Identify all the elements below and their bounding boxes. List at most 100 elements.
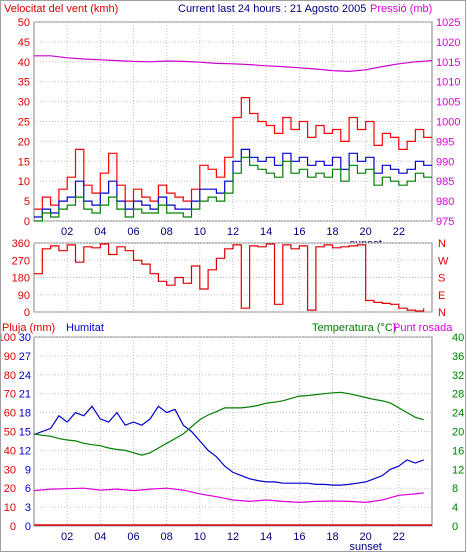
climate-x-tick-label: 10 [194, 531, 206, 543]
humidity-y-tick-label: 0 [25, 521, 31, 533]
climate-x-tick-label: 20 [360, 531, 372, 543]
humidity-y-tick-label: 30 [19, 332, 31, 344]
pressure-y-tick-label: 985 [436, 176, 454, 188]
climate-sunset-label: sunset [349, 541, 381, 552]
rain-y-tick-label: 20 [4, 483, 16, 495]
wind-x-tick-label: 20 [360, 226, 372, 238]
wind-x-tick-label: 10 [194, 226, 206, 238]
climate-series-line-0 [33, 405, 424, 486]
climate-x-tick-label: 18 [326, 531, 338, 543]
climate-x-tick-label: 06 [127, 531, 139, 543]
climate-x-tick-label: 08 [161, 531, 173, 543]
wind-x-tick-label: 08 [161, 226, 173, 238]
rain-y-tick-label: 100 [0, 332, 16, 344]
temperature-y-tick-label: 32 [452, 370, 464, 382]
wind-x-tick-label: 14 [260, 226, 272, 238]
rain-y-tick-label: 40 [4, 445, 16, 457]
wind-speed-axis-title: Velocitat del vent (kmh) [4, 3, 118, 15]
climate-x-tick-label: 16 [293, 531, 305, 543]
direction-compass-label: N [438, 238, 446, 250]
rain-y-tick-label: 10 [4, 502, 16, 514]
wind-y-tick-label: 10 [18, 176, 30, 188]
wind-y-tick-label: 15 [18, 156, 30, 168]
climate-x-tick-label: 22 [393, 531, 405, 543]
wind-x-tick-label: 18 [326, 226, 338, 238]
pressure-axis-title: Pressió (mb) [370, 3, 432, 15]
humidity-y-tick-label: 18 [19, 408, 31, 420]
pressure-y-tick-label: 1005 [436, 97, 460, 109]
pressure-y-tick-label: 980 [436, 196, 454, 208]
climate-series-line-2 [33, 487, 424, 504]
temperature-y-tick-label: 16 [452, 445, 464, 457]
pressure-y-tick-label: 1025 [436, 17, 460, 29]
wind-x-tick-label: 02 [61, 226, 73, 238]
temperature-y-tick-label: 8 [452, 483, 458, 495]
climate-x-tick-label: 14 [260, 531, 272, 543]
wind-y-tick-label: 5 [24, 196, 30, 208]
rain-y-tick-label: 50 [4, 427, 16, 439]
pressure-y-tick-label: 975 [436, 216, 454, 228]
chart-date-title: Current last 24 hours : 21 Agosto 2005 [178, 3, 366, 15]
rain-y-tick-label: 80 [4, 370, 16, 382]
wind-y-tick-label: 30 [18, 97, 30, 109]
rain-axis-title: Pluja (mm) [2, 322, 55, 334]
humidity-y-tick-label: 6 [25, 483, 31, 495]
humidity-y-tick-label: 24 [19, 370, 31, 382]
temperature-y-tick-label: 36 [452, 351, 464, 363]
humidity-y-tick-label: 3 [25, 502, 31, 514]
temperature-y-tick-label: 20 [452, 427, 464, 439]
temperature-y-tick-label: 0 [452, 521, 458, 533]
wind-x-tick-label: 22 [393, 226, 405, 238]
temperature-y-tick-label: 40 [452, 332, 464, 344]
wind-y-tick-label: 0 [24, 216, 30, 228]
direction-y-tick-label: 360 [12, 238, 30, 250]
rain-y-tick-label: 0 [10, 521, 16, 533]
wind-y-tick-label: 40 [18, 57, 30, 69]
humidity-y-tick-label: 15 [19, 427, 31, 439]
wind-y-tick-label: 45 [18, 37, 30, 49]
temperature-axis-title: Temperatura (°C) [312, 322, 396, 334]
direction-y-tick-label: 0 [24, 307, 30, 319]
direction-y-tick-label: 180 [12, 273, 30, 285]
wind-series-line-1 [34, 148, 432, 218]
dewpoint-axis-title: Punt rosada [393, 322, 453, 334]
wind-x-tick-label: 06 [127, 226, 139, 238]
direction-compass-label: E [438, 290, 445, 302]
wind-x-tick-label: 12 [227, 226, 239, 238]
climate-x-tick-label: 04 [94, 531, 106, 543]
wind-y-tick-label: 50 [18, 17, 30, 29]
wind-y-tick-label: 25 [18, 117, 30, 129]
wind-y-tick-label: 35 [18, 77, 30, 89]
rain-y-tick-label: 60 [4, 408, 16, 420]
wind-series-line-0 [34, 97, 432, 210]
climate-series-line-1 [33, 391, 424, 456]
rain-y-tick-label: 30 [4, 464, 16, 476]
temperature-y-tick-label: 24 [452, 408, 464, 420]
pressure-y-tick-label: 1010 [436, 77, 460, 89]
wind-x-tick-label: 04 [94, 226, 106, 238]
humidity-y-tick-label: 12 [19, 445, 31, 457]
humidity-y-tick-label: 27 [19, 351, 31, 363]
direction-compass-label: N [438, 307, 446, 319]
direction-compass-label: W [438, 255, 449, 267]
pressure-y-tick-label: 1020 [436, 37, 460, 49]
wind-x-tick-label: 16 [293, 226, 305, 238]
rain-y-tick-label: 90 [4, 351, 16, 363]
humidity-y-tick-label: 9 [25, 464, 31, 476]
direction-y-tick-label: 270 [12, 255, 30, 267]
direction-y-tick-label: 90 [18, 290, 30, 302]
temperature-y-tick-label: 12 [452, 464, 464, 476]
temperature-y-tick-label: 28 [452, 389, 464, 401]
pressure-y-tick-label: 1000 [436, 117, 460, 129]
direction-series-line-0 [34, 243, 425, 312]
wind-series-line-3 [34, 55, 433, 73]
wind-series-line-2 [34, 156, 432, 222]
climate-x-tick-label: 02 [61, 531, 73, 543]
wind-y-tick-label: 20 [18, 136, 30, 148]
humidity-y-tick-label: 21 [19, 389, 31, 401]
direction-compass-label: S [438, 273, 445, 285]
rain-y-tick-label: 70 [4, 389, 16, 401]
climate-x-tick-label: 12 [227, 531, 239, 543]
